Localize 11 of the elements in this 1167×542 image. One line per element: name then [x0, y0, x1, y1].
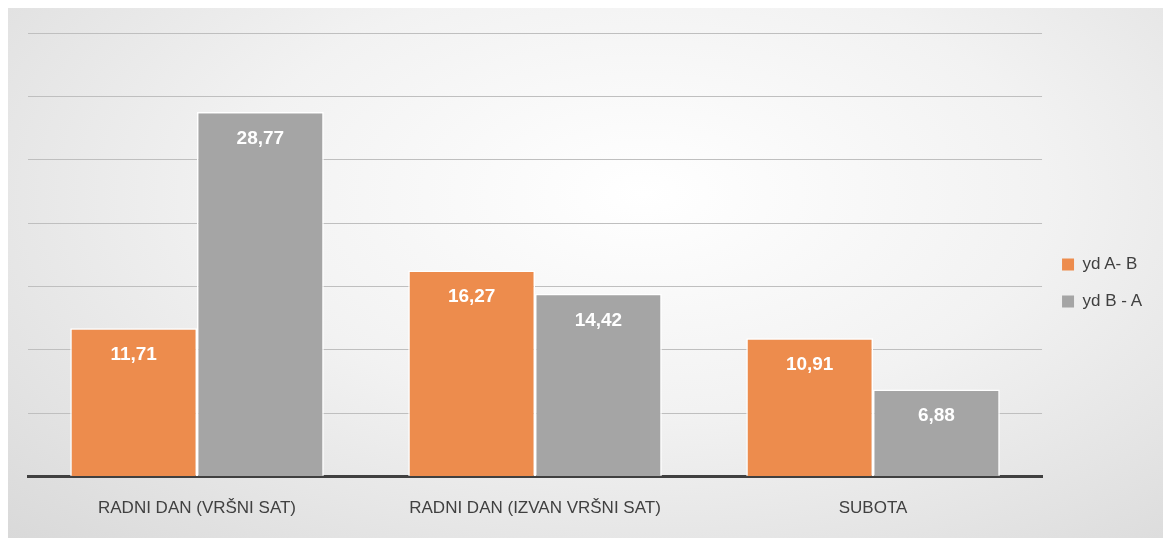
data-label: 6,88 — [917, 404, 955, 426]
data-label: 10,91 — [785, 353, 834, 375]
data-label: 14,42 — [574, 308, 623, 330]
legend-label: yd B - A — [1082, 291, 1143, 311]
data-label: 11,71 — [110, 342, 158, 364]
data-label: 16,27 — [447, 285, 496, 307]
legend-label: yd A- B — [1082, 254, 1138, 274]
data-label: 28,77 — [236, 126, 285, 148]
x-tick-label: RADNI DAN (VRŠNI SAT) — [97, 498, 297, 518]
x-tick-label: SUBOTA — [838, 498, 909, 518]
x-tick-label: RADNI DAN (IZVAN VRŠNI SAT) — [409, 498, 661, 518]
